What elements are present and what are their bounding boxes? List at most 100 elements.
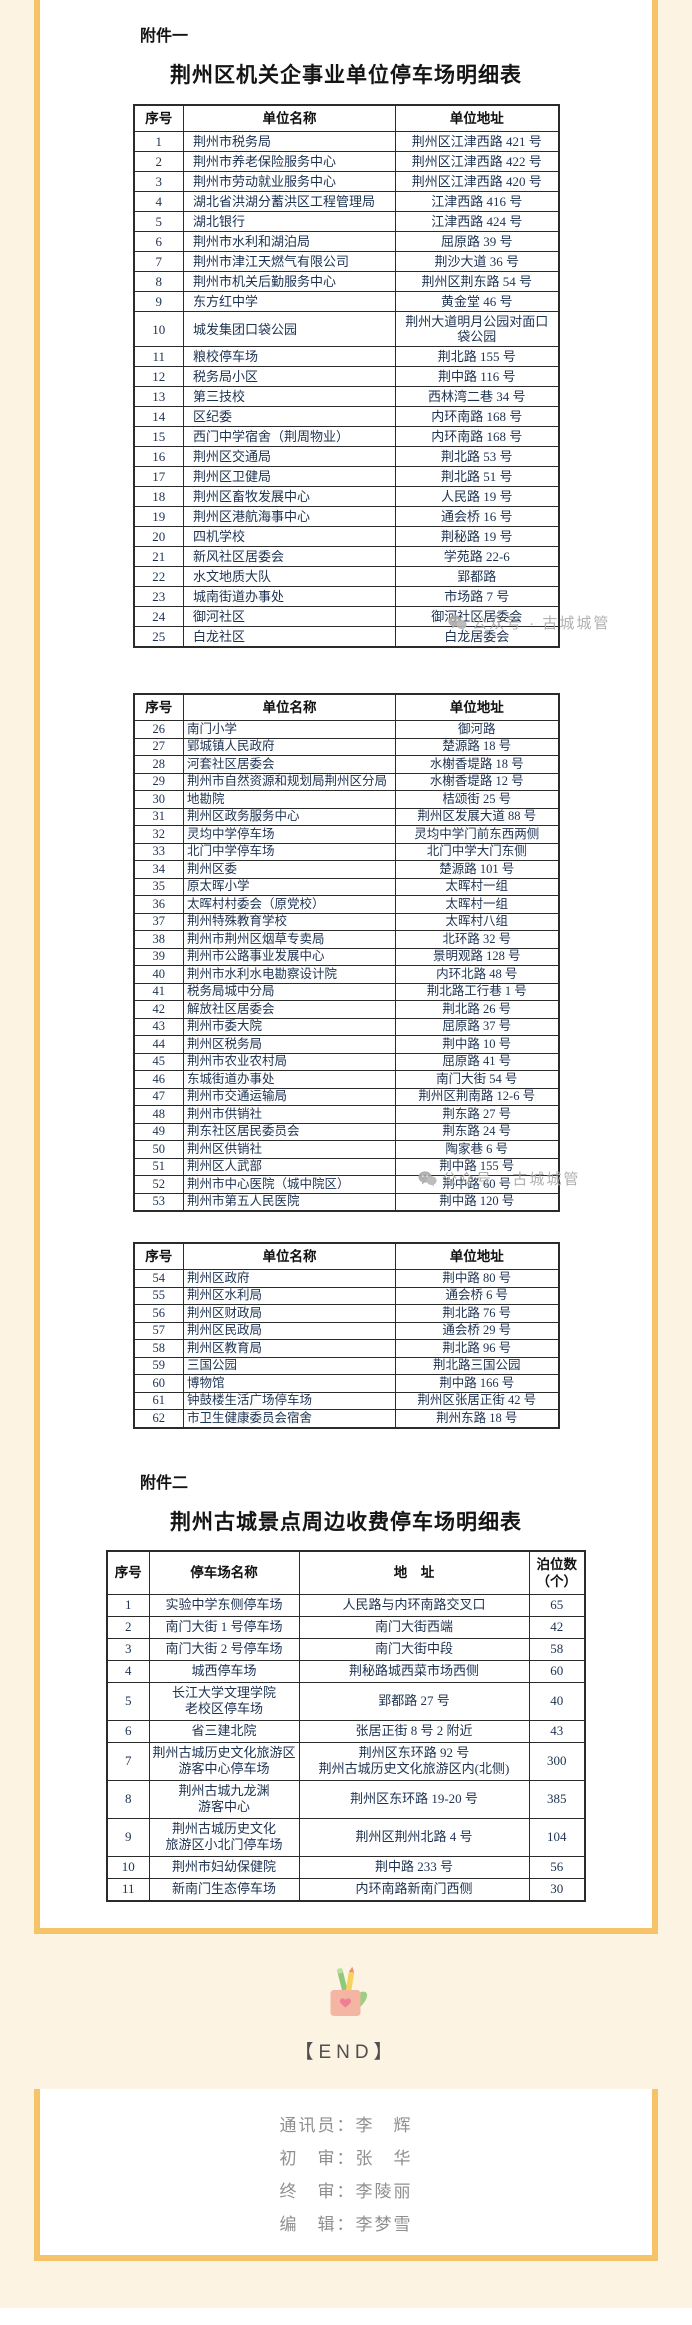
table-cell: 300 bbox=[528, 1741, 586, 1781]
table-cell: 水文地质大队 bbox=[183, 566, 396, 587]
table-cell: 21 bbox=[133, 546, 184, 567]
table-cell: 太晖村一组 bbox=[395, 877, 559, 896]
table-cell: 荆州区人武部 bbox=[183, 1157, 396, 1176]
table-cell: 39 bbox=[133, 947, 184, 966]
footer-spacer bbox=[0, 2260, 692, 2308]
table-row: 3 南门大街 2 号停车场 南门大街中段 58 bbox=[106, 1637, 586, 1661]
table-row: 25 白龙社区 白龙居委会 bbox=[133, 626, 559, 648]
table-cell: 荆州区税务局 bbox=[183, 1035, 396, 1054]
table-cell: 地勘院 bbox=[183, 790, 396, 809]
table-cell: 荆州区江津西路 420 号 bbox=[395, 171, 559, 192]
table-row: 13 第三技校 西林湾二巷 34 号 bbox=[133, 386, 559, 407]
table-row: 3 荆州市劳动就业服务中心 荆州区江津西路 420 号 bbox=[133, 171, 559, 192]
watermark: 公众号 · 古城城管 bbox=[448, 612, 610, 633]
credit-first-reviewer: 初 审：张 华 bbox=[279, 2148, 413, 2168]
table-row: 1 荆州市税务局 荆州区江津西路 421 号 bbox=[133, 131, 559, 152]
col-unit-address: 单位地址 bbox=[395, 693, 559, 721]
table-row: 57 荆州区民政局 通会桥 29 号 bbox=[133, 1321, 559, 1340]
table-cell: 47 bbox=[133, 1087, 184, 1106]
table-row: 9 东方红中学 黄金堂 46 号 bbox=[133, 291, 559, 312]
table-cell: 水榭香堤路 18 号 bbox=[395, 755, 559, 774]
table-cell: 25 bbox=[133, 626, 184, 648]
table-row: 5 湖北银行 江津西路 424 号 bbox=[133, 211, 559, 232]
table-row: 19 荆州区港航海事中心 通会桥 16 号 bbox=[133, 506, 559, 527]
table-row: 29 荆州市自然资源和规划局荆州区分局 水榭香堤路 12 号 bbox=[133, 772, 559, 791]
table-row: 11 粮校停车场 荆北路 155 号 bbox=[133, 346, 559, 367]
table-cell: 灵均中学停车场 bbox=[183, 825, 396, 844]
table-cell: 黄金堂 46 号 bbox=[395, 291, 559, 312]
content-card: 附件一 荆州区机关企事业单位停车场明细表 序号 单位名称 单位地址 1 荆州市税务… bbox=[34, 0, 658, 1934]
table-cell: 荆中路 116 号 bbox=[395, 366, 559, 387]
table-cell: 城发集团口袋公园 bbox=[183, 311, 396, 347]
col-unit-name: 单位名称 bbox=[183, 1242, 396, 1270]
table-cell: 桔颂街 25 号 bbox=[395, 790, 559, 809]
col-address: 地 址 bbox=[298, 1550, 530, 1595]
table-row: 50 荆州区供销社 陶家巷 6 号 bbox=[133, 1140, 559, 1159]
table-row: 61 钟鼓楼生活广场停车场 荆州区张居正街 42 号 bbox=[133, 1391, 559, 1410]
table-header-row: 序号 单位名称 单位地址 bbox=[133, 1242, 559, 1270]
table-row: 20 四机学校 荆秘路 19 号 bbox=[133, 526, 559, 547]
table-row: 28 河套社区居委会 水榭香堤路 18 号 bbox=[133, 755, 559, 774]
table-row: 45 荆州市农业农村局 屈原路 41 号 bbox=[133, 1052, 559, 1071]
table-cell: 2 bbox=[106, 1615, 150, 1639]
table-cell: 荆州市津江天燃气有限公司 bbox=[183, 251, 396, 272]
table-cell: 税务局小区 bbox=[183, 366, 396, 387]
table-cell: 荆州区交通局 bbox=[183, 446, 396, 467]
table-row: 15 西门中学宿舍（荆周物业） 内环南路 168 号 bbox=[133, 426, 559, 447]
table-cell: 55 bbox=[133, 1286, 184, 1305]
table-row: 7 荆州古城历史文化旅游区游客中心停车场 荆州区东环路 92 号 荆州古城历史文化旅… bbox=[106, 1741, 586, 1781]
table-cell: 人民路与内环南路交叉口 bbox=[298, 1593, 530, 1617]
table-cell: 白龙社区 bbox=[183, 626, 396, 648]
table-cell: 北门中学大门东侧 bbox=[395, 842, 559, 861]
table-row: 18 荆州区畜牧发展中心 人民路 19 号 bbox=[133, 486, 559, 507]
table-cell: 荆北路 53 号 bbox=[395, 446, 559, 467]
table-row: 54 荆州区政府 荆中路 80 号 bbox=[133, 1269, 559, 1288]
table-cell: 荆中路 80 号 bbox=[395, 1269, 559, 1288]
table-cell: 荆州区江津西路 421 号 bbox=[395, 131, 559, 152]
table-header-row: 序号 停车场名称 地 址 泊位数（个） bbox=[106, 1550, 586, 1595]
table-cell: 45 bbox=[133, 1052, 184, 1071]
table-row: 8 荆州古城九龙渊 游客中心 荆州区东环路 19-20 号 385 bbox=[106, 1779, 586, 1819]
table-cell: 44 bbox=[133, 1035, 184, 1054]
table-row: 44 荆州区税务局 荆中路 10 号 bbox=[133, 1035, 559, 1054]
table-row: 7 荆州市津江天燃气有限公司 荆沙大道 36 号 bbox=[133, 251, 559, 272]
table-row: 14 区纪委 内环南路 168 号 bbox=[133, 406, 559, 427]
table-cell: 荆州区荆东路 54 号 bbox=[395, 271, 559, 292]
table-cell: 荆中路 120 号 bbox=[395, 1192, 559, 1212]
table-cell: 新风社区居委会 bbox=[183, 546, 396, 567]
table-row: 40 荆州市水利水电勘察设计院 内环北路 48 号 bbox=[133, 965, 559, 984]
table-cell: 荆州区委 bbox=[183, 860, 396, 879]
table-cell: 荆州区江津西路 422 号 bbox=[395, 151, 559, 172]
table-row: 16 荆州区交通局 荆北路 53 号 bbox=[133, 446, 559, 467]
table-cell: 34 bbox=[133, 860, 184, 879]
table-cell: 荆州区财政局 bbox=[183, 1304, 396, 1323]
table-cell: 屈原路 41 号 bbox=[395, 1052, 559, 1071]
table-cell: 北环路 32 号 bbox=[395, 930, 559, 949]
table-cell: 荆中路 10 号 bbox=[395, 1035, 559, 1054]
table-cell: 太晖村八组 bbox=[395, 912, 559, 931]
table-header-row: 序号 单位名称 单位地址 bbox=[133, 693, 559, 721]
units-table-3: 序号 单位名称 单位地址 54 荆州区政府 荆中路 80 号 55 荆州区水利局 通会桥 … bbox=[132, 1242, 560, 1429]
table-cell: 11 bbox=[133, 346, 184, 367]
table-cell: 屈原路 37 号 bbox=[395, 1017, 559, 1036]
fee-parking-table: 序号 停车场名称 地 址 泊位数（个） 1 实验中学东侧停车场 人民路与内环南路交叉… bbox=[106, 1549, 586, 1902]
table-row: 48 荆州市供销社 荆东路 27 号 bbox=[133, 1105, 559, 1124]
col-unit-address: 单位地址 bbox=[395, 104, 559, 132]
table-cell: 23 bbox=[133, 586, 184, 607]
table-cell: 荆沙大道 36 号 bbox=[395, 251, 559, 272]
table-header-row: 序号 单位名称 单位地址 bbox=[133, 104, 559, 132]
table-cell: 荆州区荆南路 12-6 号 bbox=[395, 1087, 559, 1106]
table-cell: 1 bbox=[133, 131, 184, 152]
table-cell: 40 bbox=[133, 965, 184, 984]
table-row: 17 荆州区卫健局 荆北路 51 号 bbox=[133, 466, 559, 487]
table-cell: 荆州区东环路 92 号 荆州古城历史文化旅游区内(北侧) bbox=[298, 1741, 530, 1781]
table-cell: 荆州古城九龙渊 游客中心 bbox=[148, 1779, 300, 1819]
table-cell: 32 bbox=[133, 825, 184, 844]
watermark-text: 公众号 · 古城城管 bbox=[472, 615, 611, 632]
table-row: 11 新南门生态停车场 内环南路新南门西侧 30 bbox=[106, 1877, 586, 1901]
table-cell: 3 bbox=[106, 1637, 150, 1661]
table-cell: 城南街道办事处 bbox=[183, 586, 396, 607]
table-cell: 解放社区居委会 bbox=[183, 1000, 396, 1019]
